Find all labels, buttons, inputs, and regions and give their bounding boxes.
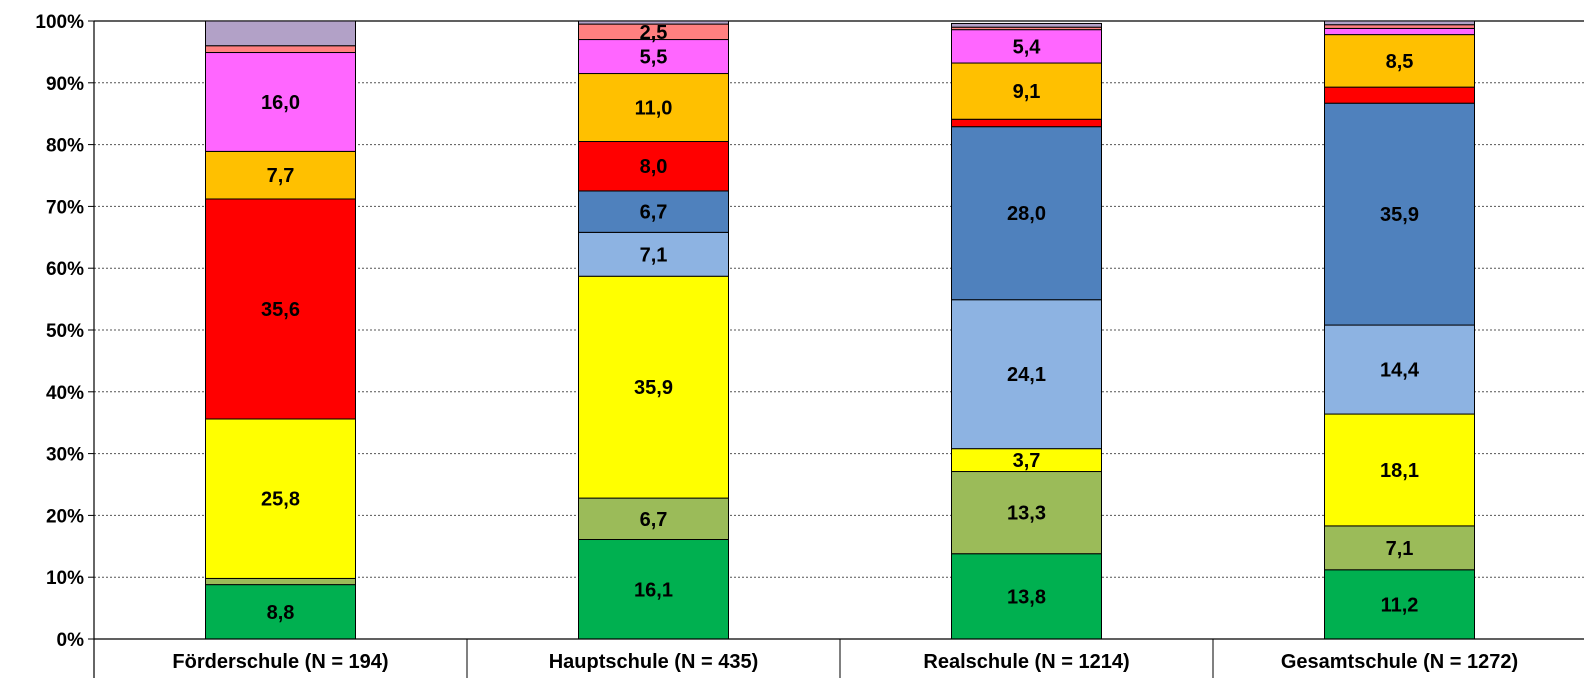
data-label: 7,1 [640,244,668,266]
bar-segment [951,553,1102,640]
data-labels: 8,8 25,8 35,6 7,7 16,0 16,1 6,7 35,9 7,1 6,7 8,0 11… [261,22,1420,624]
bar-segment [951,471,1102,555]
bar-segment [578,190,729,233]
data-label: 8,5 [1386,51,1414,73]
data-label: 18,1 [1380,460,1419,482]
y-tick-label: 40% [46,383,84,404]
data-label: 7,7 [267,165,295,187]
data-label: 6,7 [640,509,668,531]
bar-segment [578,73,729,143]
bar-segment [951,299,1102,450]
bar-segment [1324,86,1475,104]
bar-segment [1324,413,1475,527]
bar-segment [578,497,729,541]
x-category-label: Gesamtschule (N = 1272) [1281,651,1518,673]
data-label: 3,7 [1013,450,1041,472]
bar-segment [578,231,729,277]
bar-segment [205,20,356,47]
bar-segment [1324,27,1475,36]
bar-segment [951,126,1102,301]
data-label: 16,1 [634,579,673,601]
data-label: 7,1 [1386,538,1414,560]
data-label: 25,8 [261,489,300,511]
data-label: 35,9 [1380,204,1419,226]
data-label: 13,3 [1007,503,1046,525]
data-label: 13,8 [1007,586,1046,608]
x-category-label: Realschule (N = 1214) [923,651,1129,673]
data-label: 2,5 [640,22,668,44]
bar-segment [951,118,1102,128]
bar-segment [951,29,1102,64]
y-axis-ticks: 0% 10% 20% 30% 40% 50% 60% 70% 80% 90% 100% [35,12,94,651]
y-tick-label: 70% [46,197,84,218]
data-label: 6,7 [640,202,668,224]
axes [93,21,1584,678]
bar-segment [578,539,729,640]
bars [205,20,1475,640]
bar-segment [578,20,729,25]
y-tick-label: 20% [46,506,84,527]
bar-segment [951,22,1102,28]
data-label: 16,0 [261,92,300,114]
bar-segment [205,150,356,200]
data-label: 11,2 [1381,594,1419,616]
bar-segment [951,62,1102,120]
bar-segment [205,45,356,54]
data-label: 11,0 [635,98,673,120]
bar-segment [205,418,356,579]
bar-segment [578,141,729,192]
data-label: 24,1 [1007,364,1046,386]
y-tick-label: 90% [46,74,84,95]
bar-segment [1324,34,1475,88]
bar-segment [205,584,356,640]
data-label: 35,6 [261,299,300,321]
y-tick-label: 30% [46,445,84,466]
x-category-label: Hauptschule (N = 435) [549,651,759,673]
bar-segment [205,198,356,420]
x-category-label: Förderschule (N = 194) [172,651,388,673]
bar-segment [1324,324,1475,415]
bar-segment [1324,525,1475,571]
bar-segment [1324,20,1475,26]
data-label: 28,0 [1007,203,1046,225]
y-tick-label: 100% [35,12,84,33]
bar-segment [1324,24,1475,29]
data-label: 14,4 [1380,360,1420,382]
bar-segment [205,52,356,152]
bar-segment [1324,102,1475,326]
data-label: 5,5 [640,47,668,69]
bar-segment [1324,569,1475,640]
data-label: 8,8 [267,602,295,624]
y-tick-label: 80% [46,136,84,157]
y-tick-label: 50% [46,321,84,342]
bar-segment [578,275,729,499]
bar-segment [205,577,356,586]
data-label: 8,0 [640,156,668,178]
x-axis-categories: Förderschule (N = 194) Hauptschule (N = 4… [172,651,1518,673]
data-label: 5,4 [1013,36,1042,58]
y-tick-label: 60% [46,259,84,280]
data-label: 9,1 [1013,81,1041,103]
y-tick-label: 10% [46,568,84,589]
bar-segment [578,39,729,75]
data-label: 35,9 [634,377,673,399]
y-tick-label: 0% [57,630,85,651]
